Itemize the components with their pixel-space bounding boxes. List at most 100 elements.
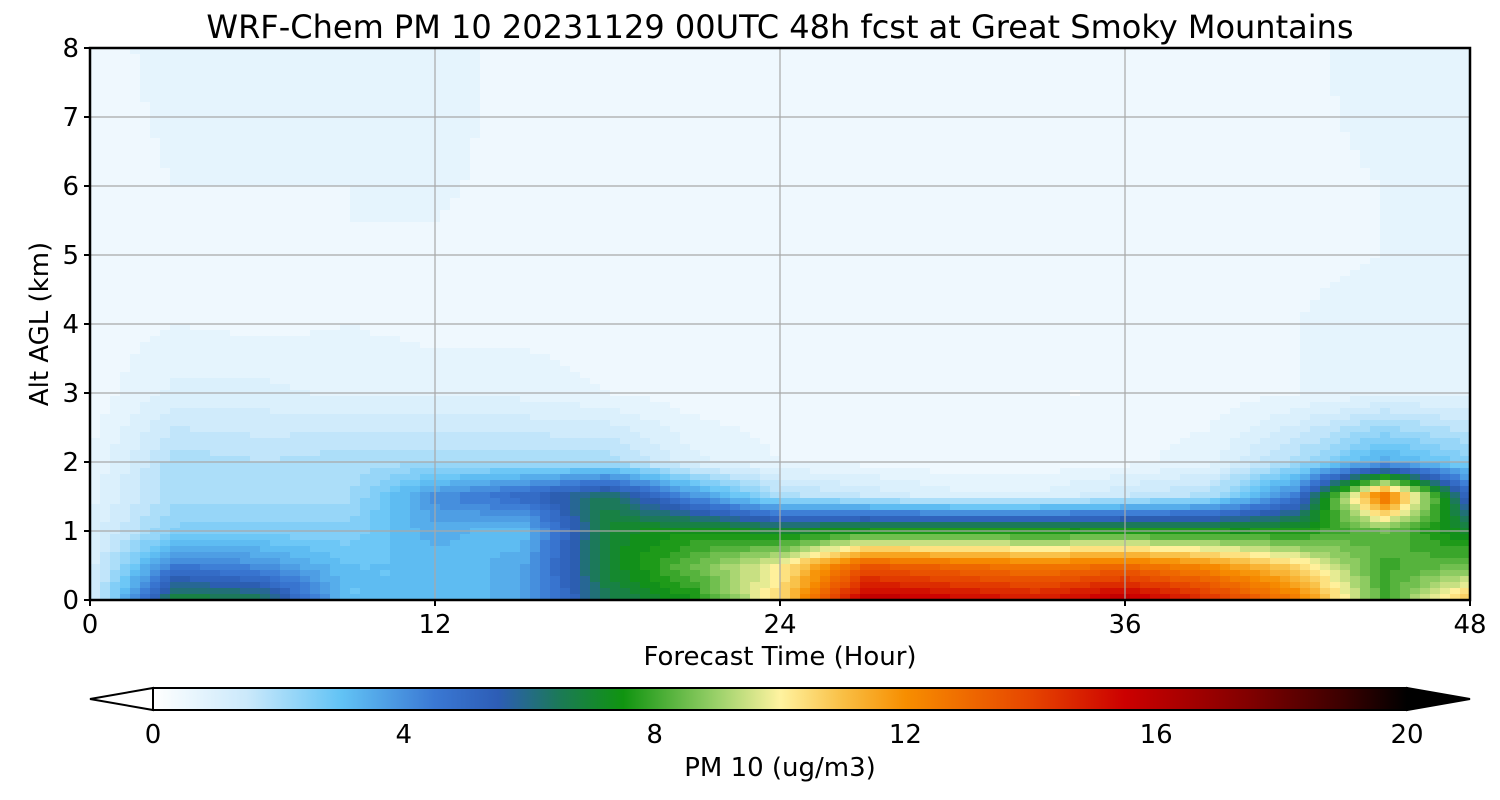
contour-cell — [510, 192, 521, 199]
contour-cell — [1260, 126, 1271, 133]
contour-cell — [110, 150, 121, 157]
contour-cell — [1390, 48, 1401, 55]
contour-cell — [600, 60, 611, 67]
contour-cell — [1130, 96, 1141, 103]
contour-cell — [1320, 216, 1331, 223]
contour-cell — [860, 162, 871, 169]
contour-cell — [630, 156, 641, 163]
contour-cell — [260, 78, 271, 85]
contour-cell — [410, 222, 421, 229]
contour-cell — [1220, 90, 1231, 97]
contour-cell — [700, 84, 711, 91]
contour-cell — [250, 186, 261, 193]
contour-cell — [1030, 78, 1041, 85]
contour-cell — [220, 264, 231, 271]
contour-cell — [960, 102, 971, 109]
contour-cell — [1230, 96, 1241, 103]
contour-cell — [580, 150, 591, 157]
contour-cell — [1000, 120, 1011, 127]
contour-cell — [990, 204, 1001, 211]
contour-cell — [530, 54, 541, 61]
contour-cell — [1140, 108, 1151, 115]
contour-cell — [700, 54, 711, 61]
contour-cell — [1310, 120, 1321, 127]
contour-cell — [330, 72, 341, 79]
contour-cell — [1320, 240, 1331, 247]
contour-cell — [570, 168, 581, 175]
contour-cell — [1100, 228, 1111, 235]
contour-cell — [1460, 144, 1470, 151]
contour-cell — [1160, 102, 1171, 109]
contour-cell — [950, 192, 961, 199]
contour-cell — [880, 174, 891, 181]
contour-cell — [1110, 78, 1121, 85]
contour-cell — [560, 120, 571, 127]
contour-cell — [1060, 228, 1071, 235]
contour-cell — [1260, 120, 1271, 127]
contour-cell — [270, 234, 281, 241]
contour-cell — [460, 120, 471, 127]
contour-cell — [660, 126, 671, 133]
contour-cell — [570, 150, 581, 157]
contour-cell — [460, 234, 471, 241]
contour-cell — [130, 54, 141, 61]
contour-cell — [1360, 192, 1371, 199]
contour-cell — [1430, 186, 1441, 193]
contour-cell — [970, 54, 981, 61]
contour-cell — [530, 126, 541, 133]
contour-cell — [570, 96, 581, 103]
contour-cell — [890, 234, 901, 241]
contour-cell — [1250, 192, 1261, 199]
contour-cell — [560, 246, 571, 253]
contour-cell — [490, 96, 501, 103]
contour-cell — [1210, 156, 1221, 163]
contour-cell — [620, 162, 631, 169]
contour-cell — [190, 228, 201, 235]
contour-cell — [1100, 258, 1111, 265]
contour-cell — [1020, 48, 1031, 55]
contour-cell — [390, 210, 401, 217]
contour-cell — [410, 108, 421, 115]
contour-cell — [1280, 144, 1291, 151]
contour-cell — [940, 240, 951, 247]
contour-cell — [400, 156, 411, 163]
contour-cell — [960, 138, 971, 145]
contour-cell — [130, 186, 141, 193]
contour-cell — [860, 102, 871, 109]
contour-cell — [1190, 90, 1201, 97]
contour-cell — [1230, 204, 1241, 211]
contour-cell — [1090, 156, 1101, 163]
contour-cell — [530, 78, 541, 85]
contour-cell — [390, 150, 401, 157]
contour-cell — [830, 240, 841, 247]
contour-cell — [380, 108, 391, 115]
contour-cell — [670, 126, 681, 133]
contour-cell — [1440, 126, 1451, 133]
contour-cell — [100, 198, 111, 205]
contour-cell — [1160, 84, 1171, 91]
contour-cell — [510, 168, 521, 175]
contour-cell — [1010, 60, 1021, 67]
contour-cell — [550, 192, 561, 199]
contour-cell — [850, 258, 861, 265]
contour-cell — [830, 60, 841, 67]
contour-cell — [410, 144, 421, 151]
contour-cell — [900, 144, 911, 151]
contour-cell — [200, 150, 211, 157]
contour-cell — [1360, 222, 1371, 229]
contour-cell — [490, 66, 501, 73]
contour-cell — [1370, 78, 1381, 85]
contour-cell — [990, 258, 1001, 265]
contour-cell — [1350, 120, 1361, 127]
contour-cell — [690, 204, 701, 211]
contour-cell — [530, 246, 541, 253]
contour-cell — [990, 222, 1001, 229]
contour-cell — [340, 96, 351, 103]
contour-cell — [700, 60, 711, 67]
contour-cell — [1350, 192, 1361, 199]
contour-cell — [640, 48, 651, 55]
contour-cell — [1150, 66, 1161, 73]
contour-cell — [1300, 246, 1311, 253]
contour-cell — [260, 228, 271, 235]
contour-cell — [1160, 48, 1171, 55]
